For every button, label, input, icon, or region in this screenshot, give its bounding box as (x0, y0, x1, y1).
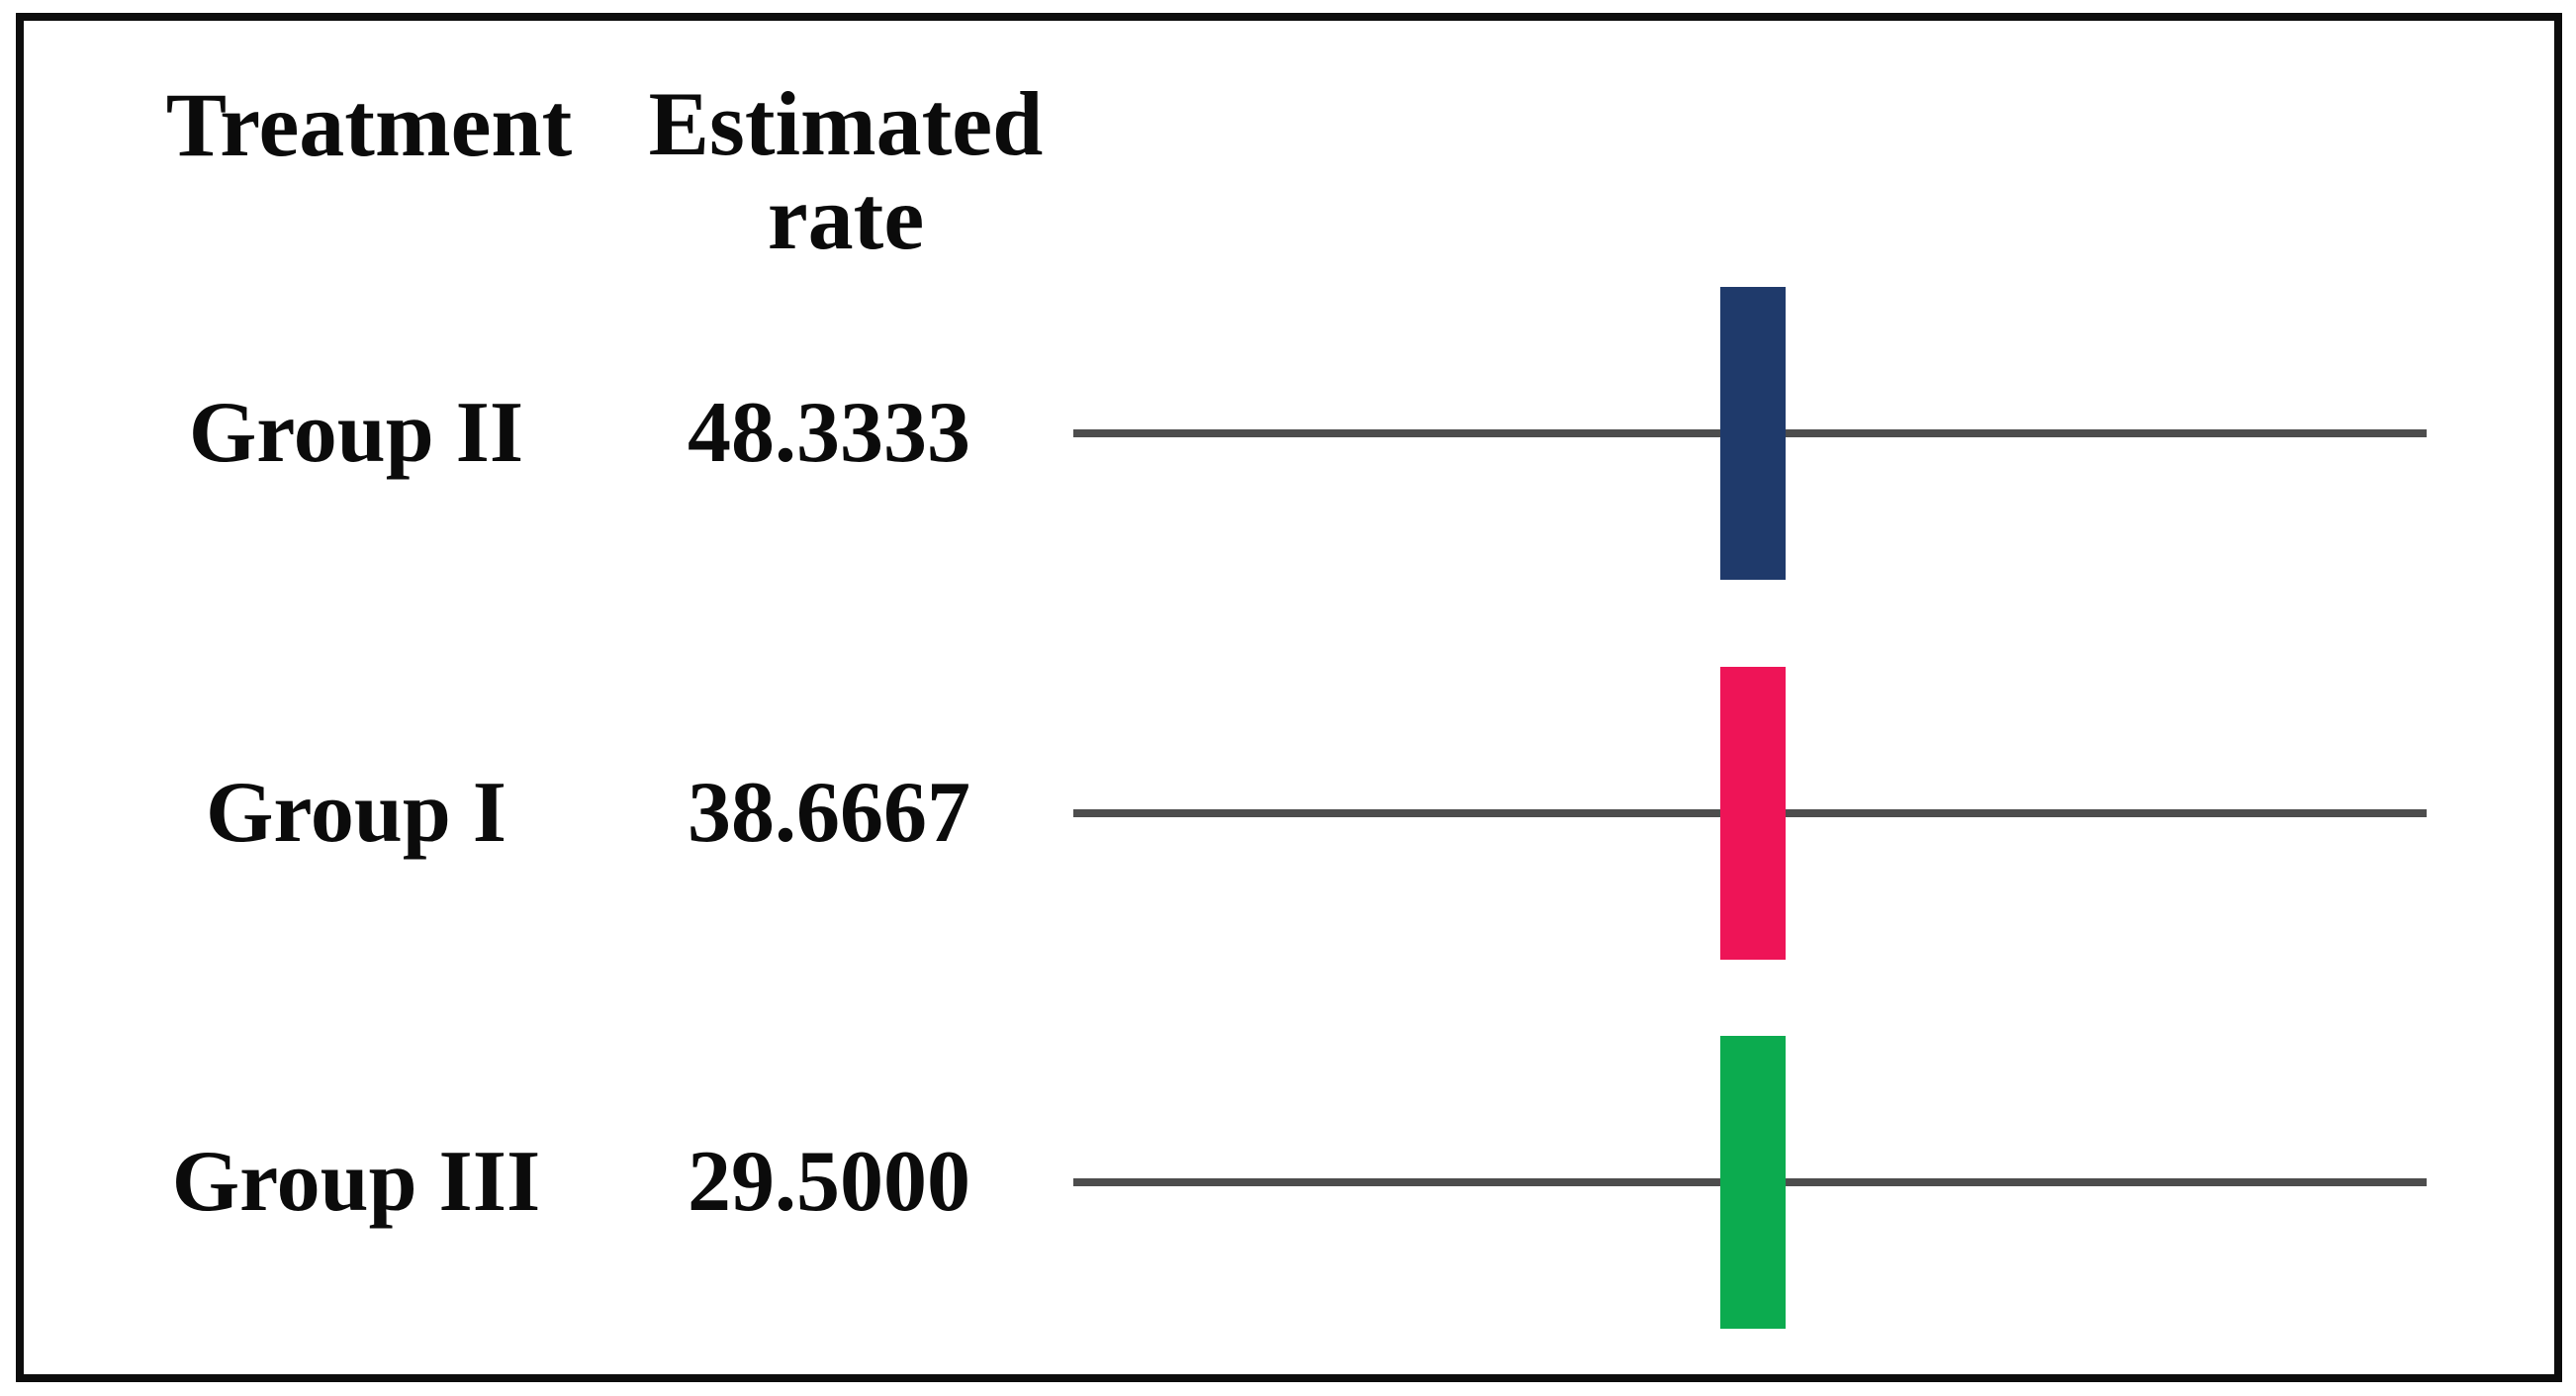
mean-marker-bar (1720, 287, 1786, 580)
column-header-treatment: Treatment (165, 74, 573, 175)
estimated-rate-value: 29.5000 (688, 1134, 970, 1230)
mean-marker-bar (1720, 667, 1786, 960)
mean-marker-bar (1720, 1036, 1786, 1329)
estimated-rate-value: 48.3333 (688, 385, 970, 481)
column-header-estimated-rate: Estimated rate (648, 73, 1044, 268)
treatment-label: Group II (188, 385, 524, 481)
figure-frame (16, 13, 2562, 1382)
estimated-rate-value: 38.6667 (688, 765, 970, 861)
treatment-label: Group III (171, 1134, 541, 1230)
treatment-label: Group I (205, 765, 507, 861)
